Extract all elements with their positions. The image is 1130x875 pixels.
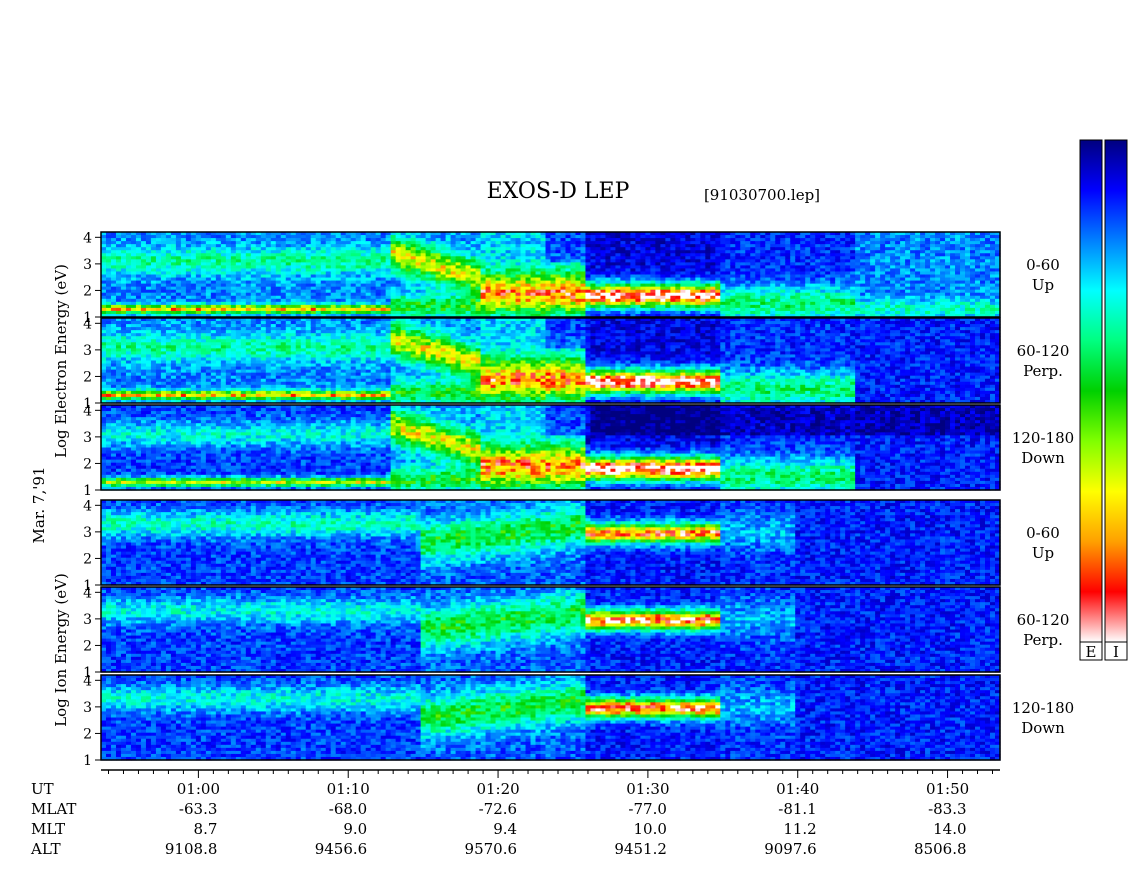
- panel-direction: Down: [1021, 719, 1065, 737]
- ephemeris-row-label: UT: [31, 780, 54, 798]
- y-tick-label: 3: [83, 430, 92, 446]
- ephemeris-value: 9451.2: [614, 840, 667, 858]
- ephemeris-value: 01:30: [626, 780, 669, 798]
- y-tick-label: 4: [83, 673, 92, 689]
- colorbar-label: I: [1113, 643, 1119, 661]
- ephemeris-value: 9097.6: [764, 840, 817, 858]
- ephemeris-value: 01:40: [776, 780, 819, 798]
- panel-pitch-range: 60-120: [1017, 611, 1070, 629]
- y-tick-label: 1: [83, 753, 92, 769]
- ephemeris-value: 9570.6: [465, 840, 518, 858]
- y-tick-label: 2: [83, 456, 92, 472]
- colorbar-i: [1105, 140, 1127, 642]
- ephemeris-value: -72.6: [479, 800, 517, 818]
- y-tick-label: 3: [83, 700, 92, 716]
- chart-title: EXOS-D LEP: [487, 179, 630, 204]
- ephemeris-row-label: MLAT: [31, 800, 76, 818]
- ephemeris-value: 01:20: [476, 780, 519, 798]
- ephemeris-value: 8.7: [194, 820, 218, 838]
- panel-direction: Perp.: [1023, 631, 1063, 649]
- panel-pitch-range: 0-60: [1026, 524, 1060, 542]
- panel-electron-down: 1 2 3 4 120-180 Down: [83, 403, 1074, 499]
- panel-pitch-range: 0-60: [1026, 256, 1060, 274]
- y-tick-label: 2: [83, 283, 92, 299]
- ephemeris-value: 14.0: [933, 820, 966, 838]
- y-tick-label: 3: [83, 525, 92, 541]
- y-tick-label: 2: [83, 726, 92, 742]
- panel-pitch-range: 120-180: [1012, 429, 1074, 447]
- ephemeris-value: -63.3: [179, 800, 217, 818]
- panel-pitch-range: 120-180: [1012, 699, 1074, 717]
- y-tick-label: 1: [83, 483, 92, 499]
- panel-direction: Up: [1032, 276, 1054, 294]
- ephemeris-value: 8506.8: [914, 840, 967, 858]
- y-tick-label: 4: [83, 585, 92, 601]
- ephemeris-value: 9456.6: [315, 840, 368, 858]
- ephemeris-value: 11.2: [783, 820, 816, 838]
- y-tick-label: 4: [83, 498, 92, 514]
- ephemeris-value: -68.0: [329, 800, 367, 818]
- ephemeris-value: 9.0: [343, 820, 367, 838]
- y-tick-label: 2: [83, 638, 92, 654]
- ephemeris-value: -83.3: [928, 800, 966, 818]
- colorbar-e: [1080, 140, 1102, 642]
- ephemeris-value: 9108.8: [165, 840, 218, 858]
- panel-ion-down: 1 2 3 4 120-180 Down: [83, 673, 1074, 769]
- y-tick-label: 4: [83, 316, 92, 332]
- ephemeris-value: -77.0: [628, 800, 666, 818]
- file-label: [91030700.lep]: [704, 186, 820, 204]
- electron-y-axis-label: Log Electron Energy (eV): [52, 264, 70, 458]
- ephemeris-row-label: ALT: [30, 840, 61, 858]
- panel-direction: Down: [1021, 449, 1065, 467]
- y-tick-label: 2: [83, 369, 92, 385]
- ion-y-axis-label: Log Ion Energy (eV): [52, 573, 70, 727]
- y-tick-label: 4: [83, 403, 92, 419]
- ephemeris-value: 9.4: [493, 820, 517, 838]
- y-tick-label: 3: [83, 343, 92, 359]
- ephemeris-value: 10.0: [633, 820, 666, 838]
- date-label: Mar. 7,'91: [30, 467, 48, 544]
- colorbar-label: E: [1086, 643, 1097, 661]
- panel-direction: Up: [1032, 544, 1054, 562]
- y-tick-label: 4: [83, 230, 92, 246]
- ephemeris-value: 01:10: [327, 780, 370, 798]
- ephemeris-row-label: MLT: [31, 820, 65, 838]
- y-tick-label: 2: [83, 551, 92, 567]
- y-tick-label: 3: [83, 257, 92, 273]
- panel-direction: Perp.: [1023, 362, 1063, 380]
- ephemeris-table: UT 01:00 01:10 01:20 01:30 01:40 01:50 MLAT -63.…: [30, 780, 969, 858]
- ephemeris-value: 01:50: [926, 780, 969, 798]
- spectrogram-panels: 1 2 3 4 0-60 Up 1 2 3 4 60-120 Perp. 1 2 3 4 120-180 Down…: [83, 230, 1074, 769]
- time-axis: [101, 770, 1000, 778]
- y-tick-label: 3: [83, 612, 92, 628]
- ephemeris-value: -81.1: [778, 800, 816, 818]
- ephemeris-value: 01:00: [177, 780, 220, 798]
- panel-pitch-range: 60-120: [1017, 342, 1070, 360]
